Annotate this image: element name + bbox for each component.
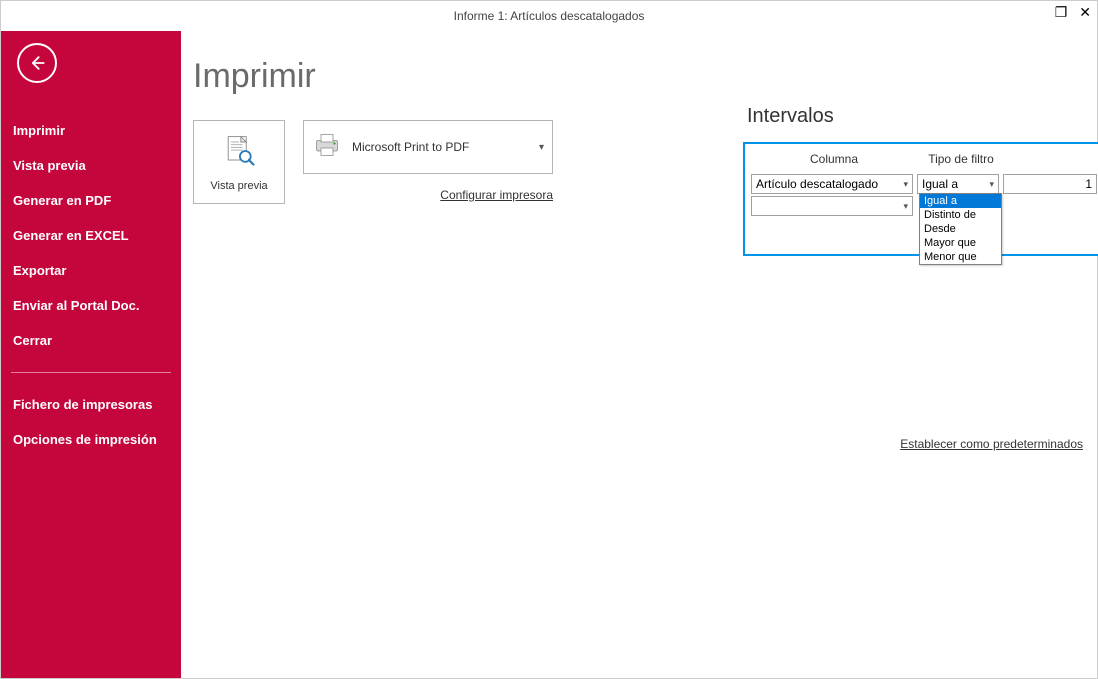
content-area: Imprimir Vista previa <box>181 31 1097 678</box>
page-title: Imprimir <box>193 57 1085 96</box>
intervalos-box: Columna Tipo de filtro Filtro Artículo d… <box>743 142 1098 256</box>
preview-button[interactable]: Vista previa <box>193 120 285 204</box>
header-columna: Columna <box>751 152 917 166</box>
dropdown-option[interactable]: Igual a <box>920 194 1001 208</box>
sidebar-item-generar-excel[interactable]: Generar en EXCEL <box>1 218 181 253</box>
sidebar-item-label: Cerrar <box>13 333 52 348</box>
intervalos-section: Intervalos Columna Tipo de filtro Filtro… <box>743 105 1098 256</box>
columna-value: Artículo descatalogado <box>756 177 878 191</box>
set-defaults-link[interactable]: Establecer como predeterminados <box>900 437 1083 451</box>
tipo-filtro-select[interactable]: Igual a ▾ <box>917 174 999 194</box>
sidebar-item-label: Fichero de impresoras <box>13 397 152 412</box>
sidebar-item-vista-previa[interactable]: Vista previa <box>1 148 181 183</box>
columna-select[interactable]: ▾ <box>751 196 913 216</box>
sidebar-item-label: Imprimir <box>13 123 65 138</box>
sidebar: Imprimir Vista previa Generar en PDF Gen… <box>1 31 181 678</box>
arrow-left-icon <box>27 53 47 73</box>
back-button[interactable] <box>17 43 57 83</box>
chevron-down-icon: ▾ <box>989 179 994 190</box>
sidebar-item-fichero-impresoras[interactable]: Fichero de impresoras <box>1 387 181 422</box>
restore-icon[interactable]: ❐ <box>1055 5 1068 19</box>
sidebar-item-label: Vista previa <box>13 158 86 173</box>
window-title: Informe 1: Artículos descatalogados <box>454 9 645 23</box>
sidebar-item-label: Generar en PDF <box>13 193 111 208</box>
sidebar-divider <box>11 372 171 373</box>
intervalos-header: Columna Tipo de filtro Filtro <box>751 148 1098 174</box>
chevron-down-icon: ▾ <box>539 142 544 153</box>
columna-select[interactable]: Artículo descatalogado ▾ <box>751 174 913 194</box>
header-tipo: Tipo de filtro <box>917 152 1005 166</box>
title-bar: Informe 1: Artículos descatalogados ❐ ✕ <box>1 1 1097 31</box>
tipo-value: Igual a <box>922 177 958 191</box>
sidebar-item-opciones-impresion[interactable]: Opciones de impresión <box>1 422 181 457</box>
sidebar-item-label: Enviar al Portal Doc. <box>13 298 139 313</box>
sidebar-item-label: Generar en EXCEL <box>13 228 129 243</box>
sidebar-item-exportar[interactable]: Exportar <box>1 253 181 288</box>
sidebar-item-generar-pdf[interactable]: Generar en PDF <box>1 183 181 218</box>
window-controls: ❐ ✕ <box>1055 5 1091 19</box>
printer-selected-name: Microsoft Print to PDF <box>352 140 529 154</box>
dropdown-option[interactable]: Distinto de <box>920 208 1001 222</box>
printer-select[interactable]: Microsoft Print to PDF ▾ <box>303 120 553 174</box>
dropdown-option[interactable]: Desde <box>920 222 1001 236</box>
interval-row: Artículo descatalogado ▾ Igual a ▾ Igual… <box>751 174 1098 194</box>
tipo-filtro-dropdown: Igual a Distinto de Desde Mayor que Meno… <box>919 193 1002 265</box>
sidebar-item-cerrar[interactable]: Cerrar <box>1 323 181 358</box>
sidebar-item-label: Exportar <box>13 263 66 278</box>
configure-printer-link[interactable]: Configurar impresora <box>440 188 553 202</box>
chevron-down-icon: ▾ <box>903 201 908 212</box>
chevron-down-icon: ▾ <box>903 179 908 190</box>
sidebar-item-enviar-portal[interactable]: Enviar al Portal Doc. <box>1 288 181 323</box>
preview-document-icon <box>221 133 257 174</box>
dropdown-option[interactable]: Menor que <box>920 250 1001 264</box>
header-filtro: Filtro <box>1005 152 1098 166</box>
filtro-input[interactable] <box>1003 174 1097 194</box>
sidebar-item-imprimir[interactable]: Imprimir <box>1 113 181 148</box>
intervalos-title: Intervalos <box>747 105 1098 128</box>
close-icon[interactable]: ✕ <box>1079 5 1091 19</box>
dropdown-option[interactable]: Mayor que <box>920 236 1001 250</box>
sidebar-item-label: Opciones de impresión <box>13 432 157 447</box>
printer-icon <box>312 130 342 165</box>
preview-label: Vista previa <box>210 180 267 192</box>
